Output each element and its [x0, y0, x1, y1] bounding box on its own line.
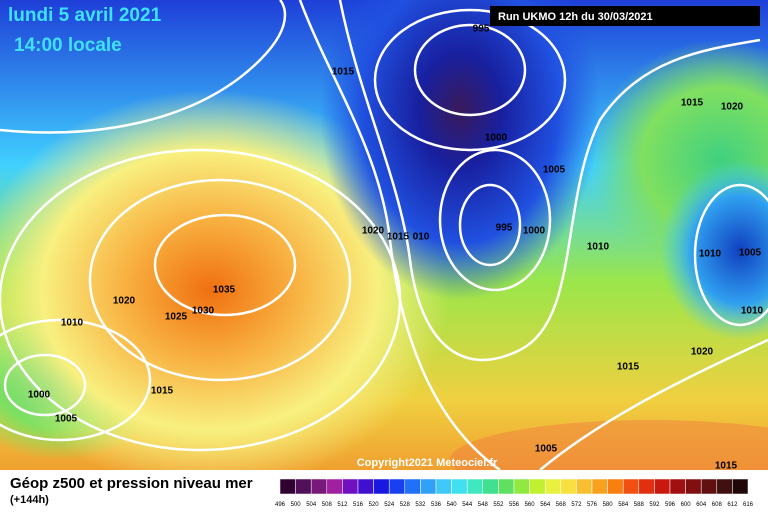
scale-label: 560	[525, 502, 536, 508]
isobar-label: 1015	[387, 232, 410, 243]
isobar-label: 1005	[535, 444, 558, 455]
scale-swatch	[482, 478, 499, 495]
scale-swatch	[357, 478, 374, 495]
scale-swatch	[716, 478, 733, 495]
isobar-label: 995	[473, 24, 490, 35]
scale-swatch	[560, 478, 577, 495]
scale-swatch	[404, 478, 421, 495]
isobar-label: 1035	[213, 285, 236, 296]
isobars	[0, 0, 768, 470]
scale-label: 516	[353, 502, 364, 508]
scale-label: 548	[478, 502, 489, 508]
low-pressure	[660, 160, 768, 340]
scale-swatch	[622, 478, 640, 495]
isobar-label: 1020	[721, 102, 744, 113]
time: 14:00 locale	[14, 35, 122, 56]
scale-label: 496	[275, 502, 286, 508]
isobar-label: 1015	[151, 386, 174, 397]
scale-label: 576	[587, 502, 598, 508]
scale-swatch	[700, 478, 718, 495]
scale-label: 568	[556, 502, 567, 508]
isobar-label: 1000	[28, 390, 51, 401]
isobar-label: 1005	[55, 414, 78, 425]
isobar-label: 1010	[587, 242, 610, 253]
isobar-label: 1000	[485, 133, 508, 144]
scale-label: 528	[400, 502, 411, 508]
scale-label: 584	[618, 502, 629, 508]
scale-label: 520	[369, 502, 380, 508]
scale-label: 608	[712, 502, 723, 508]
scale-swatch	[388, 478, 406, 495]
isobar-label: 995	[496, 223, 513, 234]
scale-swatch	[591, 478, 608, 495]
isobar-label: 010	[413, 232, 430, 243]
isobar-label: 1015	[332, 67, 355, 78]
copyright: Copyright2021 Meteociel.fr	[357, 457, 498, 469]
isobar-label: 1015	[617, 362, 640, 373]
lead-time: (+144h)	[10, 494, 49, 506]
footer-title: Géop z500 et pression niveau mer	[10, 475, 253, 492]
scale-swatch	[669, 478, 686, 495]
scale-label: 600	[681, 502, 692, 508]
scale-swatch	[685, 478, 702, 495]
scale-swatch	[435, 478, 452, 495]
scale-label: 536	[431, 502, 442, 508]
scale-swatch	[326, 478, 343, 495]
scale-swatch	[498, 478, 515, 495]
scale-label: 592	[649, 502, 660, 508]
run-box	[490, 6, 760, 26]
isobar-label: 1005	[543, 165, 566, 176]
isobar-label: 1015	[681, 98, 704, 109]
scale-label: 508	[322, 502, 333, 508]
scale-swatch	[544, 478, 562, 495]
scale-swatch	[732, 478, 749, 495]
run: Run UKMO 12h du 30/03/2021	[498, 11, 653, 23]
scale-swatch	[576, 478, 593, 495]
scale-label: 556	[509, 502, 520, 508]
isobar-label: 1010	[61, 318, 84, 329]
scale-label: 552	[493, 502, 504, 508]
scale-swatch	[654, 478, 671, 495]
scale-swatch	[295, 478, 312, 495]
isobar-label: 1010	[741, 306, 764, 317]
scale-swatch	[529, 478, 546, 495]
isobar-label: 1010	[699, 249, 722, 260]
date: lundi 5 avril 2021	[8, 5, 162, 26]
scale-swatch	[638, 478, 655, 495]
scale-swatch	[466, 478, 484, 495]
scale-swatch	[310, 478, 328, 495]
isobar-label: 1000	[523, 226, 546, 237]
scale-label: 540	[447, 502, 458, 508]
scale-label: 572	[571, 502, 582, 508]
isobar-label: 1020	[362, 226, 385, 237]
scale-label: 612	[727, 502, 738, 508]
scale-swatch	[451, 478, 468, 495]
scale-label: 588	[634, 502, 645, 508]
scale-swatch	[513, 478, 530, 495]
isobar-label: 1020	[691, 347, 714, 358]
scale-label: 532	[415, 502, 426, 508]
isobar-label: 1015	[715, 461, 738, 472]
scale-label: 616	[743, 502, 754, 508]
scale-swatch	[420, 478, 437, 495]
scale-swatch	[279, 478, 296, 495]
isobar-label: 1030	[192, 306, 215, 317]
isobar-label: 1005	[739, 248, 762, 259]
scale-label: 524	[384, 502, 395, 508]
scale-label: 580	[603, 502, 614, 508]
isobar-label: 1025	[165, 312, 188, 323]
scale-swatch	[342, 478, 359, 495]
scale-label: 512	[337, 502, 348, 508]
scale-label: 564	[540, 502, 551, 508]
scale-label: 544	[462, 502, 473, 508]
scale-label: 604	[696, 502, 707, 508]
scale-label: 500	[291, 502, 302, 508]
isobar-label: 1020	[113, 296, 136, 307]
scale-swatch	[607, 478, 624, 495]
scale-swatch	[373, 478, 390, 495]
scale-label: 596	[665, 502, 676, 508]
scale-label: 504	[306, 502, 317, 508]
